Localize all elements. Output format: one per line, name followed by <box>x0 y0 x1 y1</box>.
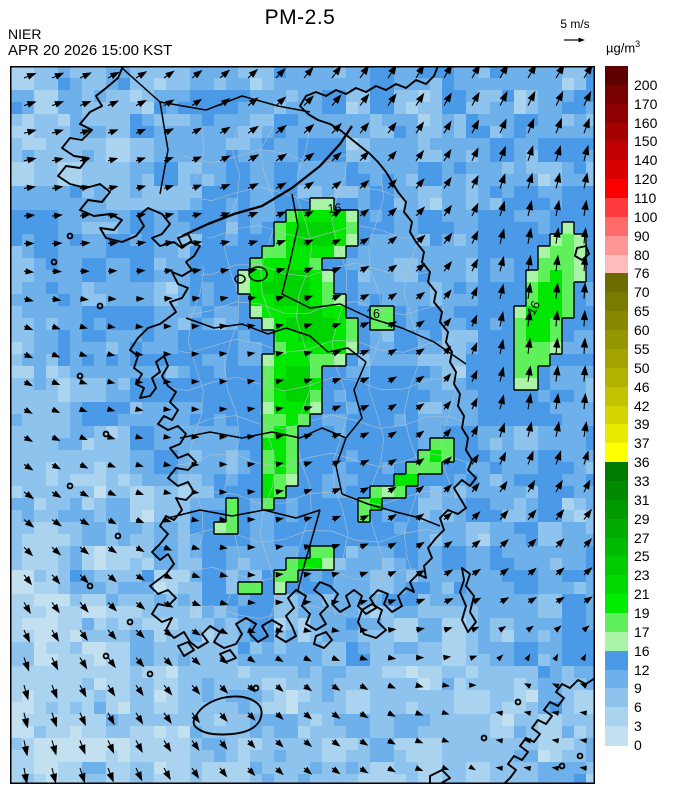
colorbar-tick-label: 36 <box>634 454 650 471</box>
colorbar-segment <box>605 103 628 124</box>
colorbar-segment <box>605 348 628 369</box>
colorbar-segment <box>605 575 628 595</box>
colorbar-tick-label: 170 <box>634 95 658 112</box>
colorbar-tick-label: 110 <box>634 190 657 207</box>
wind-reference-arrow-icon <box>560 35 590 45</box>
pm-concentration-field <box>10 66 595 784</box>
colorbar-tick-label: 16 <box>634 642 650 659</box>
colorbar-segment <box>605 141 628 161</box>
colorbar-tick-label: 37 <box>634 435 650 452</box>
colorbar-segment <box>605 198 628 218</box>
colorbar-tick-label: 80 <box>634 246 650 263</box>
coastline <box>50 66 595 784</box>
colorbar-tick-label: 33 <box>634 472 650 489</box>
colorbar-tick-label: 76 <box>634 265 650 282</box>
colorbar-segment <box>605 707 628 727</box>
colorbar-segment <box>605 311 628 331</box>
colorbar-tick-label: 12 <box>634 661 650 678</box>
contour-value-label: 16 <box>366 307 380 321</box>
colorbar-tick-label: 31 <box>634 491 650 508</box>
colorbar-tick-label: 200 <box>634 76 658 93</box>
colorbar-segment <box>605 330 628 350</box>
colorbar-tick-label: 27 <box>634 529 650 546</box>
colorbar-segment <box>605 462 628 482</box>
colorbar-tick-label: 9 <box>634 680 642 697</box>
colorbar-segment <box>605 84 628 105</box>
colorbar-segment <box>605 216 628 237</box>
colorbar-segment <box>605 424 628 444</box>
colorbar-segment <box>605 726 628 746</box>
colorbar-tick-label: 150 <box>634 133 658 150</box>
colorbar-tick-label: 90 <box>634 227 650 244</box>
colorbar-tick-label: 100 <box>634 208 658 225</box>
colorbar-segment <box>605 405 628 425</box>
timestamp-label: APR 20 2026 15:00 KST <box>8 42 173 59</box>
colorbar-tick-label: 6 <box>634 699 642 716</box>
colorbar-segment <box>605 273 628 293</box>
colorbar-segment <box>605 235 628 256</box>
colorbar-segment <box>605 254 628 275</box>
colorbar-tick-label: 160 <box>634 114 658 131</box>
wind-reference-speed-label: 5 m/s <box>560 17 590 31</box>
colorbar-tick-label: 23 <box>634 567 650 584</box>
colorbar-segment <box>605 480 628 501</box>
source-label: NIER <box>8 26 42 42</box>
colorbar-segment <box>605 688 628 708</box>
colorbar-tick-label: 25 <box>634 548 650 565</box>
forecast-map: 16 16 16 <box>10 66 595 784</box>
colorbar-tick-label: 55 <box>634 340 650 357</box>
colorbar-tick-label: 19 <box>634 604 650 621</box>
colorbar-segment <box>605 650 628 671</box>
colorbar-segment <box>605 518 628 539</box>
colorbar-segment <box>605 179 628 199</box>
colorbar-tick-label: 65 <box>634 303 650 320</box>
unit-label: µg/m3 <box>606 39 640 55</box>
colorbar-tick-label: 50 <box>634 359 650 376</box>
colorbar-segment <box>605 386 628 407</box>
colorbar-tick-label: 70 <box>634 284 650 301</box>
map-frame <box>10 66 595 784</box>
colorbar-tick-label: 21 <box>634 586 650 603</box>
colorbar-tick-label: 3 <box>634 718 642 735</box>
colorbar-tick-label: 42 <box>634 397 650 414</box>
colorbar-segment <box>605 122 628 143</box>
colorbar-tick-label: 39 <box>634 416 650 433</box>
colorbar-segment <box>605 160 628 180</box>
colorbar-segment <box>605 537 628 557</box>
colorbar-segment <box>605 443 628 463</box>
colorbar-segment <box>605 367 628 388</box>
colorbar-segment <box>605 499 628 520</box>
colorbar-tick-label: 60 <box>634 322 650 339</box>
colorbar-segment <box>605 631 628 652</box>
colorbar-segment <box>605 556 628 576</box>
colorbar-tick-label: 17 <box>634 623 650 640</box>
colorbar-tick-label: 140 <box>634 152 658 169</box>
colorbar-tick-label: 29 <box>634 510 650 527</box>
colorbar-segment <box>605 66 628 86</box>
unit-base: µg/m <box>606 40 636 56</box>
page-title: PM-2.5 <box>264 6 336 29</box>
colorbar-tick-label: 46 <box>634 378 650 395</box>
colorbar-segment <box>605 669 628 689</box>
wind-vector-field <box>21 66 593 784</box>
unit-exponent: 3 <box>635 39 641 49</box>
colorbar-segment <box>605 292 628 312</box>
colorbar <box>605 66 628 746</box>
colorbar-tick-label: 120 <box>634 171 658 188</box>
colorbar-segment <box>605 612 628 633</box>
colorbar-tick-label: 0 <box>634 737 642 753</box>
colorbar-segment <box>605 594 628 614</box>
